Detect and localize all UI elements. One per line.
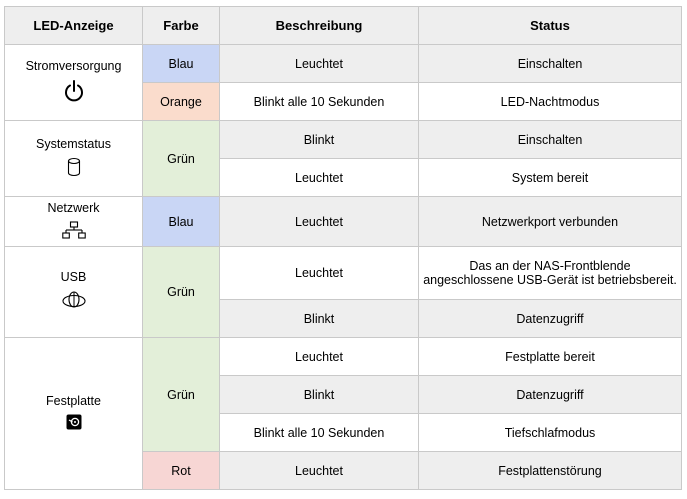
status-cell: Festplattenstörung (418, 451, 682, 490)
table-row: Stromversorgung Blau Leuchtet Einschalte… (4, 44, 682, 121)
table-row: Festplatte Grün Leuchtet Festplatte bere… (4, 337, 682, 490)
color-cell-blau: Blau (142, 44, 220, 83)
color-cell-gruen: Grün (142, 120, 220, 197)
color-cell-gruen: Grün (142, 337, 220, 452)
status-cell: Datenzugriff (418, 375, 682, 414)
status-cell: Festplatte bereit (418, 337, 682, 376)
led-cell-usb: USB (4, 246, 143, 338)
table-row: Blinkt alle 10 Sekunden Tiefschlafmodus (5, 413, 682, 452)
led-name-systemstatus: Systemstatus (35, 137, 112, 151)
table-row: USB Grün Leuchtet Das an der NAS-Frontbl… (4, 246, 682, 338)
disk-icon (66, 414, 82, 430)
table-row: Rot Leuchtet Festplattenstörung (5, 451, 682, 490)
beschreibung-cell: Blinkt (219, 299, 419, 338)
led-name-stromversorgung: Stromversorgung (25, 59, 122, 73)
beschreibung-cell: Blinkt (219, 120, 419, 159)
led-cell-stromversorgung: Stromversorgung (4, 44, 143, 121)
led-table: LED-Anzeige Farbe Beschreibung Status St… (4, 6, 682, 490)
beschreibung-cell: Leuchtet (219, 246, 419, 300)
color-cell-gruen: Grün (142, 246, 220, 338)
status-cell: Tiefschlafmodus (418, 413, 682, 452)
beschreibung-cell: Blinkt (219, 375, 419, 414)
power-icon (63, 79, 85, 103)
status-cell: Netzwerkport verbunden (418, 196, 682, 247)
header-beschreibung: Beschreibung (219, 6, 419, 45)
header-row: LED-Anzeige Farbe Beschreibung Status (4, 6, 682, 45)
beschreibung-cell: Leuchtet (219, 337, 419, 376)
status-cell: Datenzugriff (418, 299, 682, 338)
beschreibung-cell: Leuchtet (219, 451, 419, 490)
status-cell: System bereit (418, 158, 682, 197)
status-cell: Einschalten (418, 44, 682, 83)
beschreibung-cell: Leuchtet (219, 196, 419, 247)
beschreibung-cell: Leuchtet (219, 158, 419, 197)
led-cell-netzwerk: Netzwerk (4, 196, 143, 247)
color-cell-blau: Blau (142, 196, 220, 247)
beschreibung-cell: Blinkt alle 10 Sekunden (219, 413, 419, 452)
led-name-festplatte: Festplatte (46, 394, 101, 408)
header-farbe: Farbe (142, 6, 220, 45)
beschreibung-cell: Leuchtet (219, 44, 419, 83)
table-row: Blinkt Datenzugriff (5, 375, 682, 414)
cylinder-icon (67, 157, 81, 177)
led-name-netzwerk: Netzwerk (47, 201, 100, 215)
table-row: Netzwerk Blau Leuchtet Netzwerkport verb… (4, 196, 682, 247)
table-row: Blinkt Datenzugriff (5, 299, 682, 338)
led-name-usb: USB (60, 269, 87, 284)
status-cell: Das an der NAS-Frontblende angeschlossen… (418, 246, 682, 300)
color-cell-orange: Orange (142, 82, 220, 121)
status-cell: LED-Nachtmodus (418, 82, 682, 121)
table-row: Leuchtet System bereit (5, 158, 682, 197)
usb-device-icon (61, 290, 87, 312)
table-row: Systemstatus Grün Blinkt Einschalten (4, 120, 682, 197)
led-table-container: LED-Anzeige Farbe Beschreibung Status St… (4, 6, 682, 490)
network-icon (61, 221, 86, 239)
color-cell-rot: Rot (142, 451, 220, 490)
beschreibung-cell: Blinkt alle 10 Sekunden (219, 82, 419, 121)
status-cell: Einschalten (418, 120, 682, 159)
led-cell-systemstatus: Systemstatus (4, 120, 143, 197)
led-cell-festplatte: Festplatte (4, 337, 143, 490)
header-led: LED-Anzeige (4, 6, 143, 45)
header-status: Status (418, 6, 682, 45)
